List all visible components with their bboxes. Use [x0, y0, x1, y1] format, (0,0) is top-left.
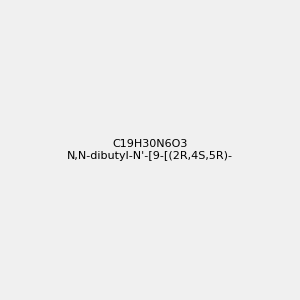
Text: C19H30N6O3
N,N-dibutyl-N'-[9-[(2R,4S,5R)-: C19H30N6O3 N,N-dibutyl-N'-[9-[(2R,4S,5R)…	[67, 139, 233, 161]
